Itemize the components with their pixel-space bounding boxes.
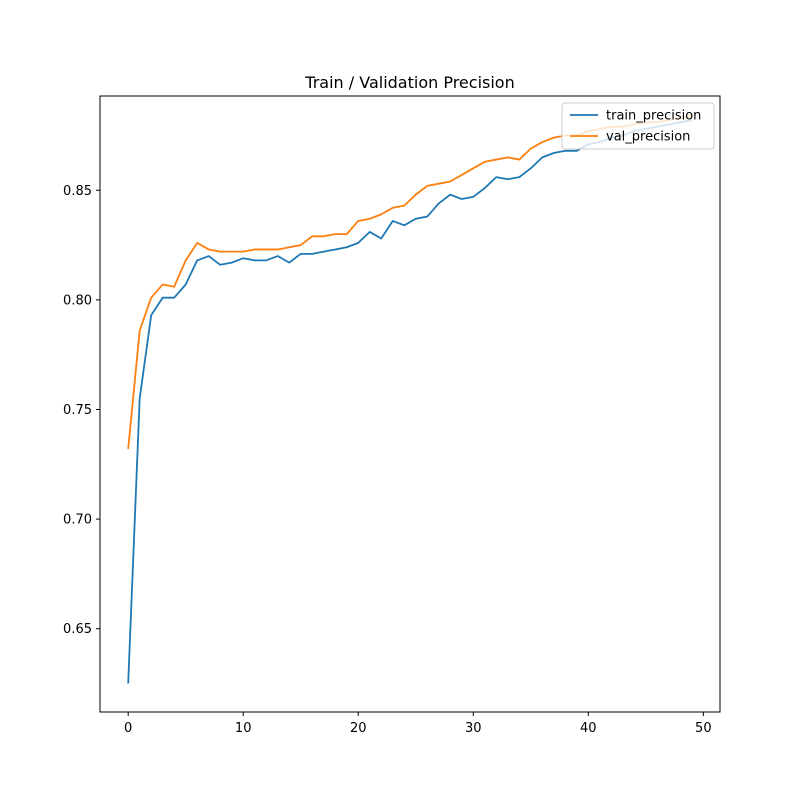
x-tick-label: 10	[235, 721, 252, 736]
x-tick-label: 0	[124, 721, 132, 736]
legend-label-train_precision: train_precision	[606, 109, 701, 124]
legend-box	[561, 102, 715, 150]
y-tick-label: 0.65	[63, 622, 92, 637]
y-tick-label: 0.80	[63, 293, 92, 308]
axes: 0 10 20 30 40 50 0.65 0.70 0.75 0.80 0.85	[63, 95, 721, 736]
x-tick-label: 40	[580, 721, 597, 736]
x-tick-label: 50	[695, 721, 712, 736]
y-tick-label: 0.85	[63, 184, 92, 199]
legend: train_precision val_precision	[561, 102, 715, 150]
y-tick-label: 0.70	[63, 513, 92, 528]
axes-frame	[99, 95, 721, 713]
chart-title: Train / Validation Precision	[304, 73, 514, 92]
legend-label-val_precision: val_precision	[606, 130, 690, 145]
x-tick-label: 30	[465, 721, 482, 736]
x-tick-label: 20	[350, 721, 367, 736]
y-tick-label: 0.75	[63, 403, 92, 418]
